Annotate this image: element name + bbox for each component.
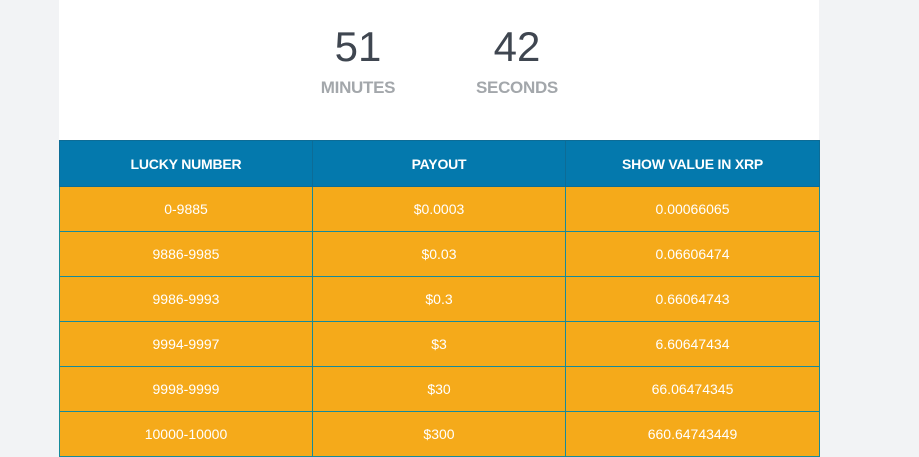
- xrp-value-cell: 6.60647434: [565, 321, 820, 367]
- lucky-number-cell: 0-9885: [59, 186, 313, 232]
- countdown-seconds: 42 SECONDS: [447, 20, 587, 100]
- lucky-number-cell: 9886-9985: [59, 231, 313, 277]
- header-lucky-number: LUCKY NUMBER: [59, 140, 313, 187]
- table-row: 9986-9993 $0.3 0.66064743: [59, 276, 820, 322]
- xrp-value-cell: 660.64743449: [565, 411, 820, 457]
- payout-cell: $300: [312, 411, 566, 457]
- lucky-number-cell: 9998-9999: [59, 366, 313, 412]
- seconds-value: 42: [493, 23, 541, 70]
- payout-cell: $30: [312, 366, 566, 412]
- minutes-label: MINUTES: [320, 78, 396, 97]
- payout-cell: $0.3: [312, 276, 566, 322]
- minutes-value: 51: [334, 23, 382, 70]
- lucky-number-cell: 9994-9997: [59, 321, 313, 367]
- xrp-value-cell: 0.06606474: [565, 231, 820, 277]
- header-xrp-value: SHOW VALUE IN XRP: [565, 140, 820, 187]
- table-row: 10000-10000 $300 660.64743449: [59, 411, 820, 457]
- seconds-label: SECONDS: [476, 78, 558, 97]
- lucky-number-cell: 9986-9993: [59, 276, 313, 322]
- xrp-value-cell: 0.00066065: [565, 186, 820, 232]
- countdown-timer: 51 MINUTES 42 SECONDS: [59, 0, 819, 140]
- table-header-row: LUCKY NUMBER PAYOUT SHOW VALUE IN XRP: [59, 140, 820, 187]
- table-row: 9998-9999 $30 66.06474345: [59, 366, 820, 412]
- payout-table: LUCKY NUMBER PAYOUT SHOW VALUE IN XRP 0-…: [59, 140, 820, 457]
- payout-cell: $0.0003: [312, 186, 566, 232]
- countdown-minutes: 51 MINUTES: [288, 20, 428, 100]
- table-row: 0-9885 $0.0003 0.00066065: [59, 186, 820, 232]
- table-row: 9886-9985 $0.03 0.06606474: [59, 231, 820, 277]
- lucky-number-cell: 10000-10000: [59, 411, 313, 457]
- content-panel: 51 MINUTES 42 SECONDS LUCKY NUMBER PAYOU…: [59, 0, 820, 457]
- xrp-value-cell: 0.66064743: [565, 276, 820, 322]
- payout-cell: $0.03: [312, 231, 566, 277]
- payout-cell: $3: [312, 321, 566, 367]
- header-payout: PAYOUT: [312, 140, 566, 187]
- table-row: 9994-9997 $3 6.60647434: [59, 321, 820, 367]
- xrp-value-cell: 66.06474345: [565, 366, 820, 412]
